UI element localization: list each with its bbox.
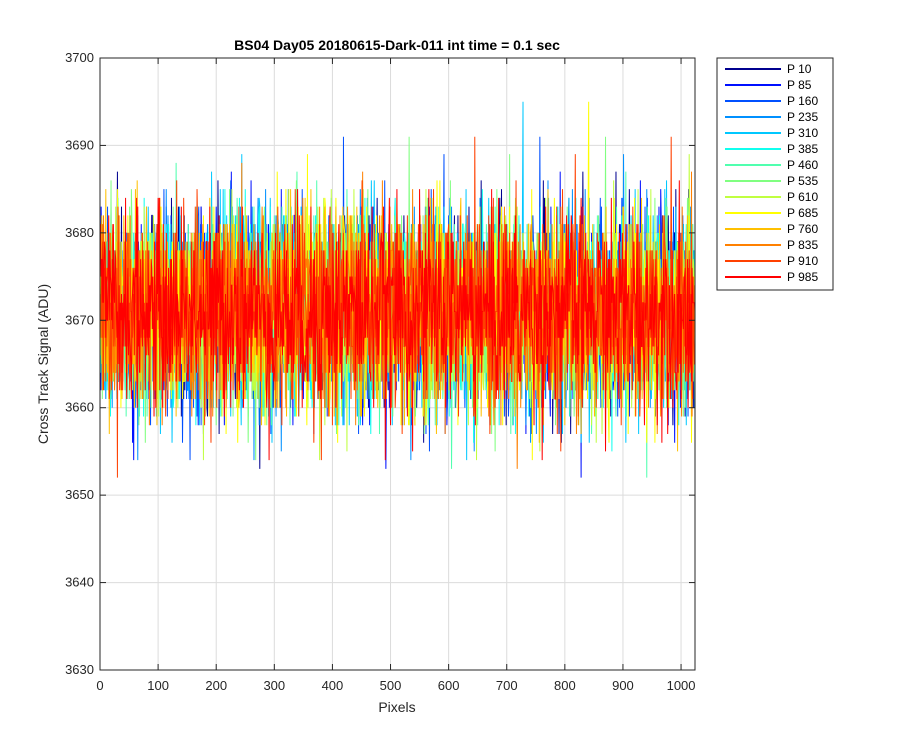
legend-label: P 985 xyxy=(787,270,818,284)
legend-label: P 760 xyxy=(787,222,818,236)
x-tick-label: 800 xyxy=(554,678,576,693)
legend-label: P 85 xyxy=(787,78,812,92)
x-tick-label: 300 xyxy=(263,678,285,693)
x-tick-label: 900 xyxy=(612,678,634,693)
y-tick-label: 3650 xyxy=(65,487,94,502)
legend-label: P 385 xyxy=(787,142,818,156)
legend-box xyxy=(716,57,834,291)
x-tick-label: 500 xyxy=(380,678,402,693)
x-tick-label: 700 xyxy=(496,678,518,693)
plot-frame xyxy=(99,57,696,671)
y-tick-label: 3640 xyxy=(65,575,94,590)
series-line-p985 xyxy=(100,180,695,461)
legend-label: P 235 xyxy=(787,110,818,124)
x-tick-label: 400 xyxy=(322,678,344,693)
legend-label: P 460 xyxy=(787,158,818,172)
legend-label: P 685 xyxy=(787,206,818,220)
legend-label: P 160 xyxy=(787,94,818,108)
x-tick-label: 0 xyxy=(96,678,103,693)
x-tick-label: 200 xyxy=(205,678,227,693)
x-tick-label: 600 xyxy=(438,678,460,693)
legend-label: P 535 xyxy=(787,174,818,188)
chart-title: BS04 Day05 20180615-Dark-011 int time = … xyxy=(234,37,560,53)
y-tick-label: 3680 xyxy=(65,225,94,240)
y-tick-label: 3700 xyxy=(65,50,94,65)
y-axis-label: Cross Track Signal (ADU) xyxy=(35,284,51,444)
legend-label: P 610 xyxy=(787,190,818,204)
series-lines xyxy=(100,101,695,478)
y-tick-label: 3690 xyxy=(65,137,94,152)
legend: P 10 P 85 P 160 P 235 P 310 P 385 P 460 P 535 P … xyxy=(716,57,834,291)
x-tick-label: 1000 xyxy=(667,678,696,693)
legend-label: P 835 xyxy=(787,238,818,252)
axis-ticks: 0 100 200 300 400 500 600 700 800 900 1000 3630 3640… xyxy=(65,50,695,693)
legend-label: P 10 xyxy=(787,62,812,76)
legend-label: P 310 xyxy=(787,126,818,140)
y-tick-label: 3660 xyxy=(65,400,94,415)
legend-label: P 910 xyxy=(787,254,818,268)
x-tick-label: 100 xyxy=(147,678,169,693)
x-axis-label: Pixels xyxy=(378,699,415,715)
y-tick-label: 3630 xyxy=(65,662,94,677)
y-tick-label: 3670 xyxy=(65,312,94,327)
